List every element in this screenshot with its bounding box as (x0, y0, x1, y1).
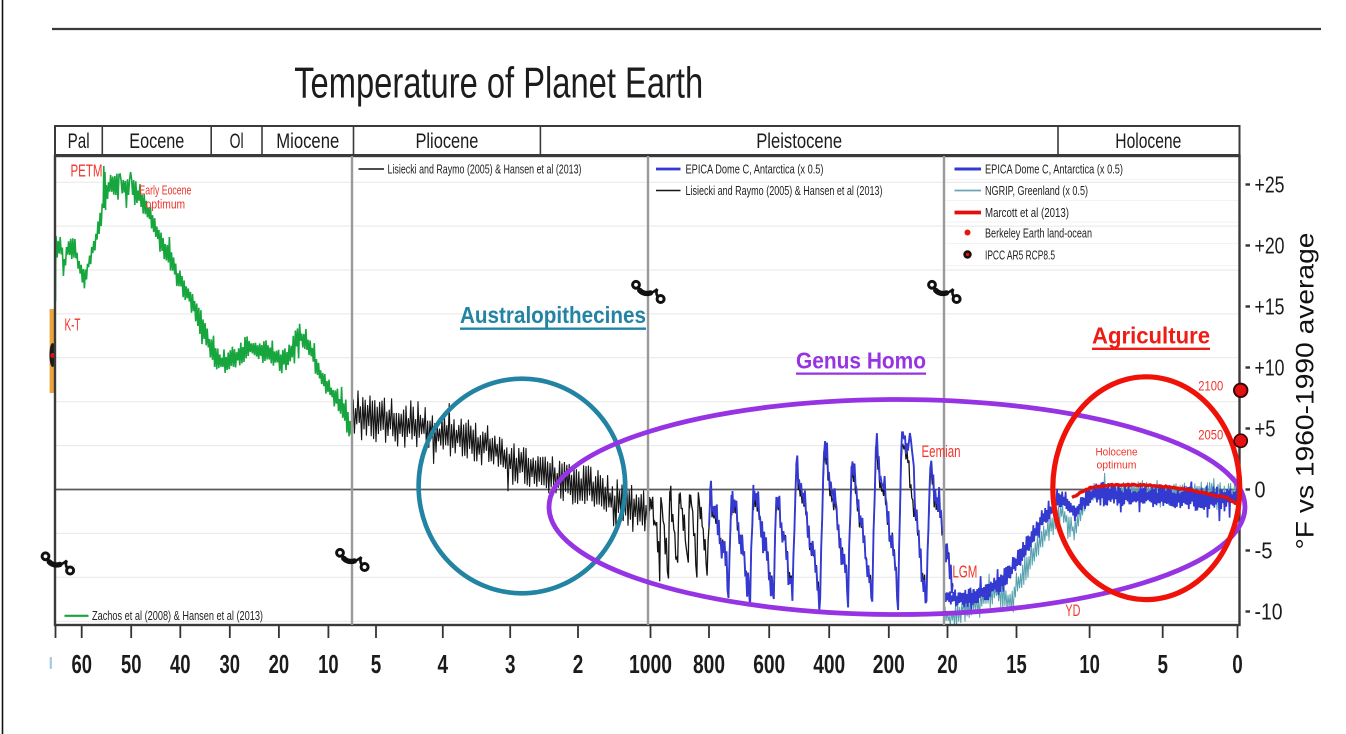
svg-text:Genus Homo: Genus Homo (796, 348, 926, 374)
svg-text:Holocene: Holocene (1115, 130, 1181, 153)
svg-text:Eocene: Eocene (129, 130, 184, 153)
svg-text:+15: +15 (1255, 294, 1285, 320)
svg-text:K-T: K-T (65, 315, 81, 335)
svg-text:Australopithecines: Australopithecines (460, 302, 646, 328)
svg-text:LGM: LGM (952, 562, 977, 582)
svg-text:2100: 2100 (1198, 379, 1223, 394)
svg-text:5: 5 (371, 649, 382, 679)
svg-text:5: 5 (1157, 649, 1168, 679)
svg-text:800: 800 (693, 649, 725, 679)
svg-text:30: 30 (220, 649, 241, 679)
svg-text:10: 10 (1079, 649, 1100, 679)
svg-text:0: 0 (1232, 649, 1243, 679)
svg-text:EPICA Dome C, Antarctica (x 0: EPICA Dome C, Antarctica (x 0.5) (985, 162, 1123, 177)
svg-text:Pliocene: Pliocene (415, 130, 478, 153)
svg-text:Miocene: Miocene (276, 130, 339, 153)
svg-text:1000: 1000 (629, 649, 672, 679)
svg-text:Pal: Pal (68, 130, 90, 153)
svg-text:200: 200 (873, 649, 905, 679)
svg-text:3: 3 (505, 649, 516, 679)
svg-text:EPICA Dome C, Antarctica (x 0: EPICA Dome C, Antarctica (x 0.5) (686, 162, 824, 177)
svg-text:+5: +5 (1255, 416, 1276, 442)
svg-text:Marcott et al (2013): Marcott et al (2013) (985, 205, 1069, 220)
svg-text:10: 10 (318, 649, 339, 679)
svg-text:Lisiecki and Raymo (2005) & Ha: Lisiecki and Raymo (2005) & Hansen et al… (388, 162, 582, 177)
svg-text:-10: -10 (1255, 599, 1283, 625)
svg-text:IPCC AR5 RCP8.5: IPCC AR5 RCP8.5 (985, 248, 1055, 263)
svg-text:+25: +25 (1255, 172, 1285, 198)
svg-text:Eemian: Eemian (922, 442, 961, 461)
svg-text:20: 20 (937, 649, 958, 679)
svg-text:-5: -5 (1255, 538, 1273, 564)
svg-text:0: 0 (1255, 477, 1266, 503)
svg-text:40: 40 (170, 649, 191, 679)
svg-text:2050: 2050 (1198, 428, 1223, 443)
svg-text:4: 4 (438, 649, 449, 679)
svg-text:Zachos et al (2008) & Hansen e: Zachos et al (2008) & Hansen et al (2013… (92, 608, 263, 623)
svg-text:60: 60 (71, 649, 92, 679)
svg-text:Pleistocene: Pleistocene (756, 130, 842, 153)
svg-text:600: 600 (753, 649, 785, 679)
svg-text:Ol: Ol (230, 130, 244, 153)
svg-text:400: 400 (813, 649, 845, 679)
svg-text:+10: +10 (1255, 355, 1285, 381)
svg-text:YD: YD (1065, 602, 1080, 620)
svg-text:Early Eocene: Early Eocene (139, 184, 191, 198)
svg-text:20: 20 (269, 649, 290, 679)
svg-text:15: 15 (1006, 649, 1027, 679)
svg-text:optimum: optimum (146, 197, 186, 212)
svg-text:°F vs 1960-1990 average: °F vs 1960-1990 average (1292, 233, 1320, 550)
svg-text:optimum: optimum (1097, 459, 1137, 471)
svg-text:NGRIP, Greenland (x 0.5): NGRIP, Greenland (x 0.5) (985, 183, 1088, 198)
svg-text:Berkeley Earth land-ocean: Berkeley Earth land-ocean (985, 226, 1092, 241)
svg-text:2: 2 (573, 649, 584, 679)
svg-text:PETM: PETM (71, 161, 103, 181)
svg-text:+20: +20 (1255, 233, 1285, 259)
svg-text:50: 50 (121, 649, 142, 679)
svg-text:Lisiecki and Raymo (2005) & Ha: Lisiecki and Raymo (2005) & Hansen et al… (686, 183, 883, 198)
svg-text:Agriculture: Agriculture (1092, 323, 1210, 349)
svg-text:Temperature of Planet Earth: Temperature of Planet Earth (294, 60, 703, 108)
svg-text:Holocene: Holocene (1096, 446, 1138, 458)
